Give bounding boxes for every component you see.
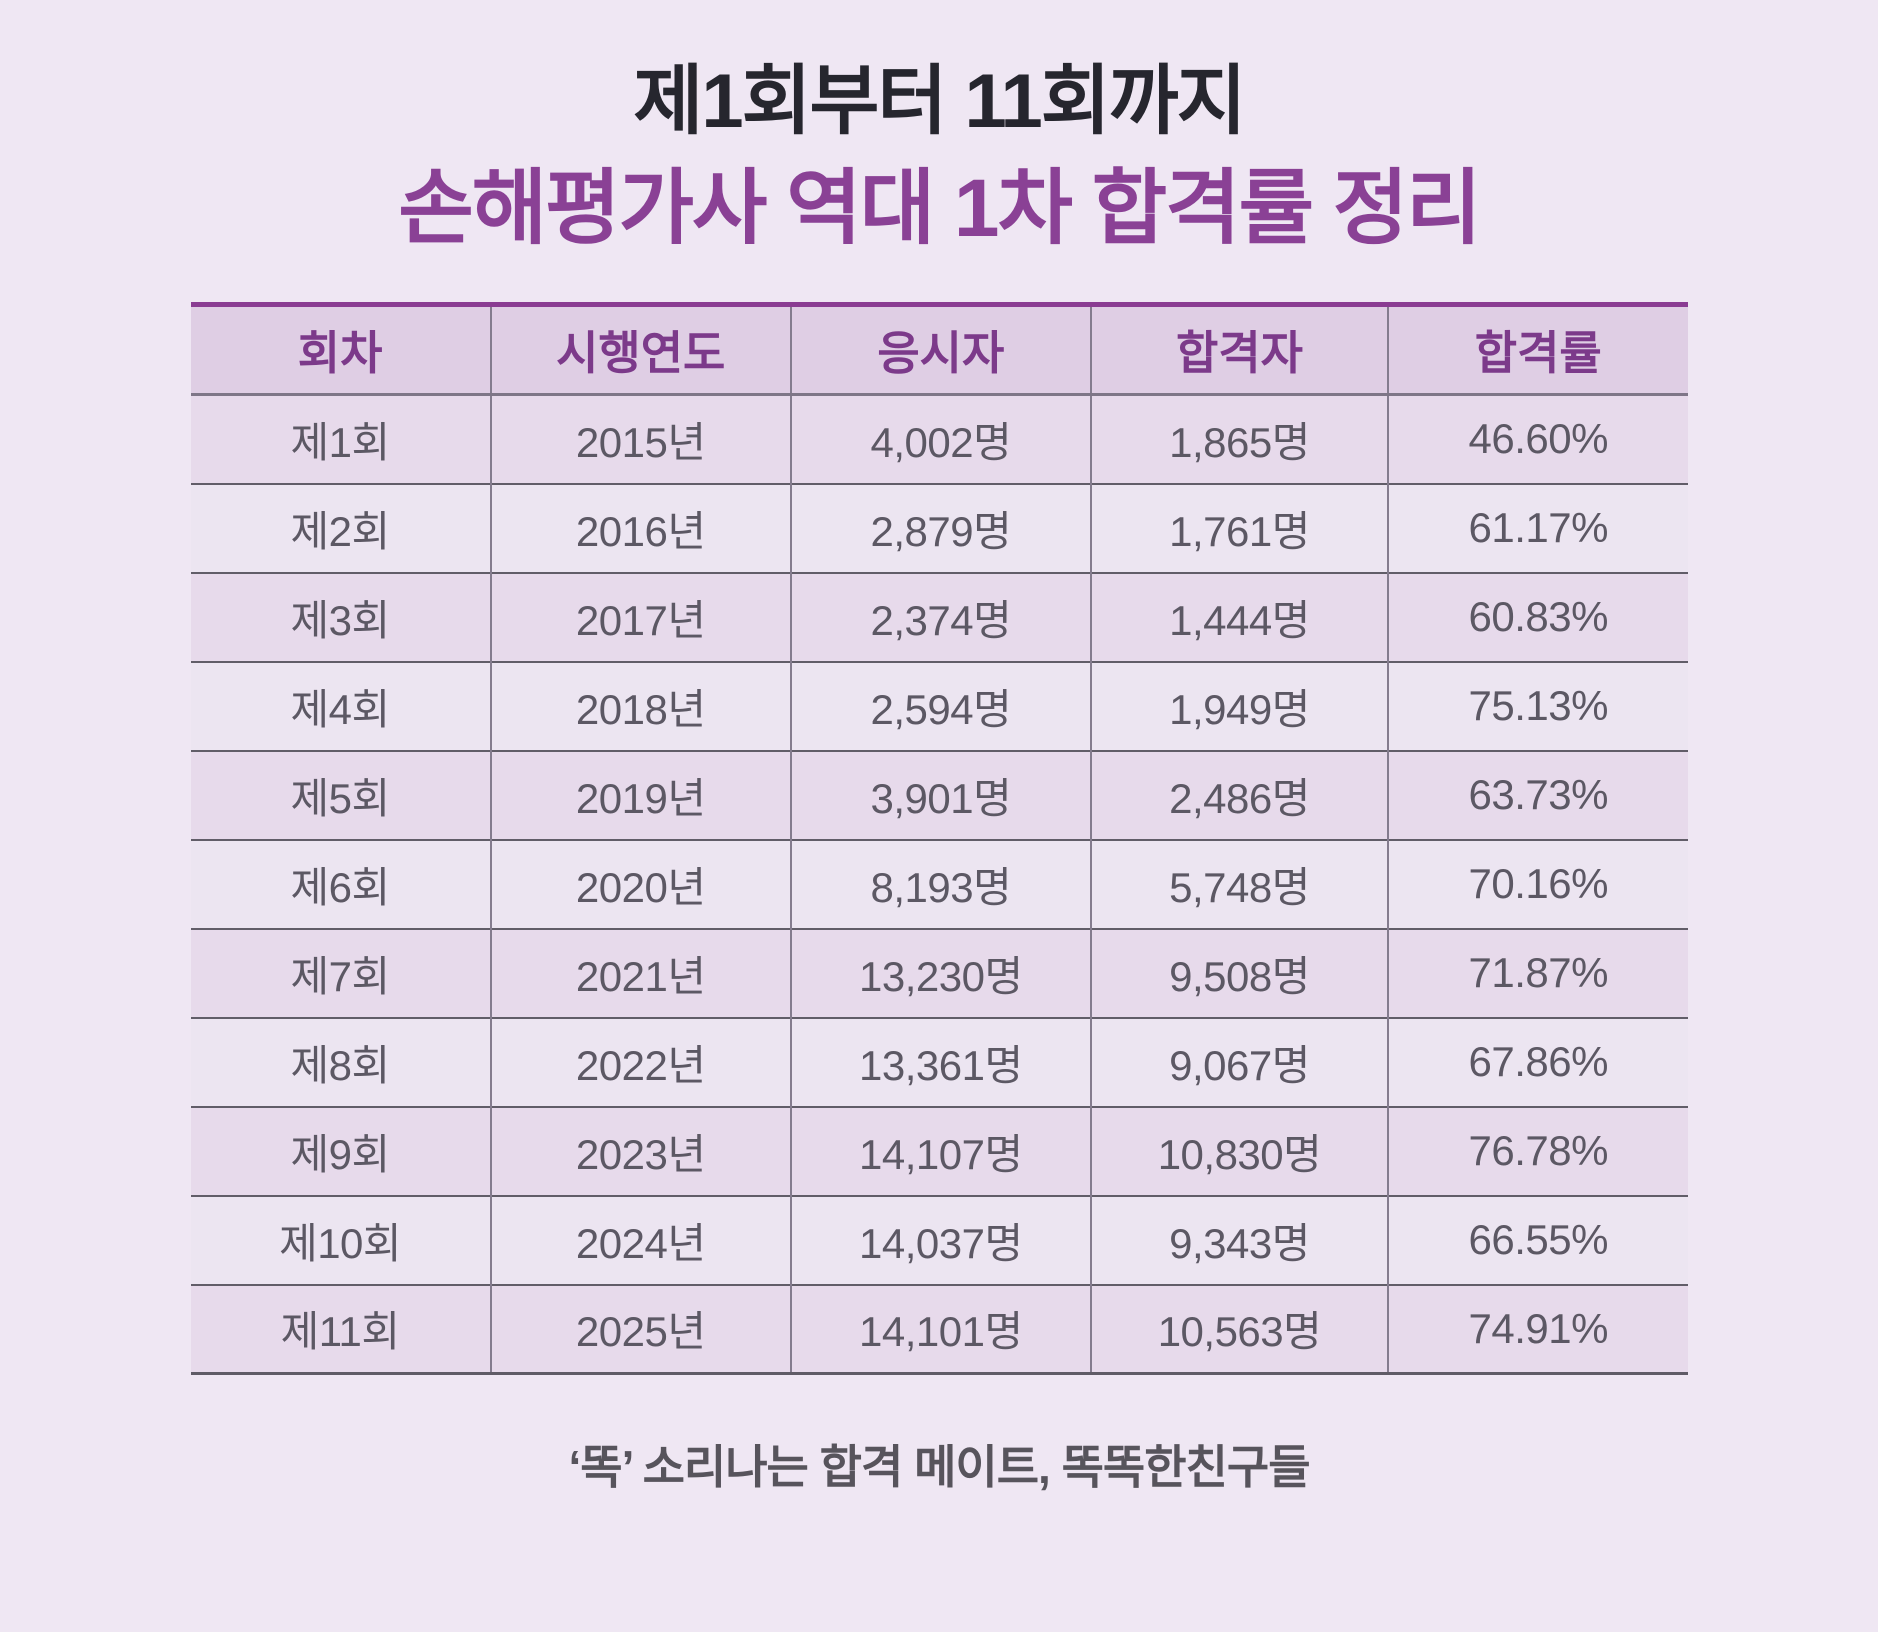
table-cell: 2016년	[489, 483, 791, 573]
column-header-round: 회차	[190, 304, 491, 395]
column-header-passers: 합격자	[1089, 304, 1389, 395]
table-cell: 2022년	[489, 1017, 791, 1107]
table-cell: 8,193명	[789, 839, 1091, 929]
table-cell: 70.16%	[1387, 839, 1688, 929]
table-cell: 61.17%	[1387, 483, 1688, 573]
table-cell: 9,508명	[1089, 928, 1389, 1018]
table-cell: 66.55%	[1387, 1195, 1688, 1285]
table-cell: 2018년	[489, 661, 791, 751]
table-cell: 2023년	[489, 1106, 791, 1196]
table-cell: 제9회	[290, 1130, 391, 1178]
table-cell: 9,067명	[1089, 1017, 1389, 1107]
column-header-pass-rate: 합격률	[1387, 304, 1688, 395]
table-cell: 2,374명	[789, 572, 1091, 662]
table-cell: 2,594명	[789, 661, 1091, 751]
table-cell: 13,361명	[789, 1017, 1091, 1107]
table-row: 제4회 2018년 2,594명 1,949명 75.13%	[190, 661, 1688, 751]
table-cell: 2017년	[489, 572, 791, 662]
table-cell: 제4회	[290, 685, 391, 733]
table-cell: 2019년	[489, 750, 791, 840]
table-cell: 1,865명	[1089, 394, 1389, 484]
table-cell: 2,879명	[789, 483, 1091, 573]
table-row: 제3회 2017년 2,374명 1,444명 60.83%	[190, 572, 1688, 662]
table-cell: 76.78%	[1387, 1106, 1688, 1196]
table-row: 제8회 2022년 13,361명 9,067명 67.86%	[190, 1017, 1688, 1107]
table-cell: 4,002명	[789, 394, 1091, 484]
table-body: 제1회 2015년 4,002명 1,865명 46.60% 제2회 2016년 2,879명…	[190, 394, 1688, 1374]
footer-tagline: ‘똑’ 소리나는 합격 메이트, 똑똑한친구들	[568, 1441, 1310, 1493]
table-cell: 5,748명	[1089, 839, 1389, 929]
column-header-year: 시행연도	[489, 304, 791, 395]
table-cell: 13,230명	[789, 928, 1091, 1018]
table-cell: 2015년	[489, 394, 791, 484]
table-cell: 71.87%	[1387, 928, 1688, 1018]
table-row: 제1회 2015년 4,002명 1,865명 46.60%	[190, 394, 1688, 484]
table-cell: 제6회	[290, 863, 391, 911]
table-cell: 제7회	[290, 952, 391, 1000]
page-title: 제1회부터 11회까지	[633, 59, 1246, 144]
table-cell: 제2회	[290, 507, 391, 555]
table-row: 제5회 2019년 3,901명 2,486명 63.73%	[190, 750, 1688, 840]
table-cell: 14,037명	[789, 1195, 1091, 1285]
table-cell: 2,486명	[1089, 750, 1389, 840]
table-cell: 제8회	[290, 1041, 391, 1089]
table-cell: 1,949명	[1089, 661, 1389, 751]
pass-rate-table: 회차 시행연도 응시자 합격자 합격률 제1회 2015년 4,002명 1,865명…	[190, 302, 1688, 1375]
page-subtitle: 손해평가사 역대 1차 합격률 정리	[398, 163, 1481, 254]
column-header-applicants: 응시자	[789, 304, 1091, 395]
table-row: 제6회 2020년 8,193명 5,748명 70.16%	[190, 839, 1688, 929]
table-cell: 10,830명	[1089, 1106, 1389, 1196]
table-cell: 1,444명	[1089, 572, 1389, 662]
table-row: 제10회 2024년 14,037명 9,343명 66.55%	[190, 1195, 1688, 1285]
table-cell: 제10회	[279, 1219, 402, 1267]
table-cell: 60.83%	[1387, 572, 1688, 662]
table-cell: 제1회	[290, 418, 391, 466]
table-cell: 75.13%	[1387, 661, 1688, 751]
table-cell: 2025년	[489, 1284, 791, 1374]
table-cell: 63.73%	[1387, 750, 1688, 840]
table-cell: 1,761명	[1089, 483, 1389, 573]
pass-rate-table-wrap: 회차 시행연도 응시자 합격자 합격률 제1회 2015년 4,002명 1,865명…	[190, 302, 1688, 1375]
table-row: 제2회 2016년 2,879명 1,761명 61.17%	[190, 483, 1688, 573]
table-header-row: 회차 시행연도 응시자 합격자 합격률	[190, 304, 1688, 395]
table-cell: 74.91%	[1387, 1284, 1688, 1374]
table-cell: 46.60%	[1387, 394, 1688, 484]
table-cell: 9,343명	[1089, 1195, 1389, 1285]
table-cell: 10,563명	[1089, 1284, 1389, 1374]
infographic-page: 제1회부터 11회까지 손해평가사 역대 1차 합격률 정리 회차 시행연도 응…	[0, 64, 1878, 1632]
table-cell: 3,901명	[789, 750, 1091, 840]
table-cell: 제5회	[290, 774, 391, 822]
table-cell: 2020년	[489, 839, 791, 929]
table-row: 제7회 2021년 13,230명 9,508명 71.87%	[190, 928, 1688, 1018]
table-cell: 제11회	[280, 1308, 400, 1356]
table-cell: 2021년	[489, 928, 791, 1018]
table-cell: 14,101명	[789, 1284, 1091, 1374]
table-row: 제9회 2023년 14,107명 10,830명 76.78%	[190, 1106, 1688, 1196]
table-cell: 제3회	[290, 596, 391, 644]
table-cell: 67.86%	[1387, 1017, 1688, 1107]
table-row: 제11회 2025년 14,101명 10,563명 74.91%	[190, 1284, 1688, 1374]
table-cell: 14,107명	[789, 1106, 1091, 1196]
table-cell: 2024년	[489, 1195, 791, 1285]
